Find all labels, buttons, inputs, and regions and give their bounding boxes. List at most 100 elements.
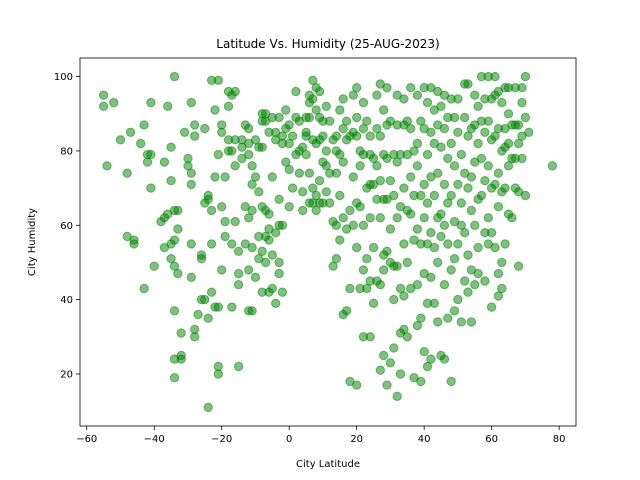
data-point xyxy=(379,105,389,115)
data-point xyxy=(463,183,473,193)
data-point xyxy=(220,231,230,242)
data-point xyxy=(287,183,298,193)
data-point xyxy=(422,97,433,108)
data-point xyxy=(497,283,507,294)
data-point xyxy=(449,112,460,123)
data-point xyxy=(426,127,436,138)
data-point xyxy=(217,265,227,275)
data-point xyxy=(146,183,156,193)
x-axis-label: City Latitude xyxy=(296,459,360,470)
data-point xyxy=(443,313,453,323)
data-point xyxy=(362,283,372,294)
data-point xyxy=(439,280,450,290)
data-point xyxy=(186,97,197,108)
data-point xyxy=(443,153,453,164)
data-point xyxy=(365,213,375,223)
data-point xyxy=(362,116,372,126)
data-point xyxy=(227,239,237,249)
data-point xyxy=(115,135,126,145)
data-point xyxy=(304,112,315,123)
data-point xyxy=(520,190,531,201)
data-point xyxy=(389,343,399,353)
data-point xyxy=(395,369,406,379)
data-point xyxy=(213,149,224,160)
data-point xyxy=(203,313,213,323)
x-tick-label: 20 xyxy=(350,434,363,445)
data-point xyxy=(321,187,331,197)
x-axis-ticks: −60 −40 −20 0 20 40 60 80 xyxy=(76,426,565,445)
data-point xyxy=(109,97,119,108)
data-point xyxy=(139,283,149,294)
data-point xyxy=(490,131,500,141)
data-point xyxy=(186,272,197,282)
data-point xyxy=(446,265,456,275)
data-point xyxy=(247,306,257,316)
data-point xyxy=(433,168,443,178)
data-point xyxy=(284,202,294,212)
data-point xyxy=(338,213,348,223)
data-point xyxy=(335,105,345,115)
data-point xyxy=(426,228,436,238)
data-point xyxy=(473,101,483,112)
data-point xyxy=(436,101,446,112)
data-point xyxy=(355,202,365,212)
data-point xyxy=(466,205,477,216)
data-point xyxy=(341,116,352,126)
data-point xyxy=(311,190,321,201)
data-point xyxy=(497,97,507,108)
data-point xyxy=(406,123,416,134)
data-point xyxy=(503,138,514,149)
data-point xyxy=(476,190,487,201)
data-point xyxy=(314,86,325,97)
data-point xyxy=(345,205,355,216)
data-point xyxy=(183,153,193,164)
data-point xyxy=(169,306,180,316)
data-point xyxy=(375,280,385,290)
data-point xyxy=(439,179,450,190)
data-point xyxy=(463,250,473,260)
y-tick-label: 60 xyxy=(60,221,73,232)
data-point xyxy=(453,94,463,104)
data-point xyxy=(392,391,402,401)
data-point xyxy=(186,239,197,249)
data-point xyxy=(453,127,463,138)
data-point xyxy=(368,242,379,253)
data-point xyxy=(179,127,190,138)
data-point xyxy=(453,294,463,305)
data-point xyxy=(460,228,470,238)
data-point xyxy=(460,112,470,123)
data-point xyxy=(513,120,524,130)
data-point xyxy=(335,190,345,201)
data-point xyxy=(301,149,311,160)
data-point xyxy=(274,112,284,123)
data-point xyxy=(348,220,358,231)
data-point xyxy=(503,109,514,119)
data-point xyxy=(308,94,318,104)
data-point xyxy=(294,168,304,178)
data-point xyxy=(466,317,477,327)
data-point xyxy=(358,97,369,108)
data-point xyxy=(416,376,426,387)
data-point xyxy=(271,298,281,308)
data-point xyxy=(348,172,358,182)
data-point xyxy=(139,120,149,130)
data-point xyxy=(321,101,331,112)
data-point xyxy=(446,138,456,149)
data-point xyxy=(281,105,291,115)
data-point xyxy=(311,105,321,115)
x-tick-label: 40 xyxy=(418,434,431,445)
data-point xyxy=(169,71,180,82)
plot-frame xyxy=(79,57,577,427)
data-point xyxy=(490,242,500,253)
data-point xyxy=(210,105,220,115)
data-point xyxy=(436,209,446,219)
data-point xyxy=(365,332,375,342)
data-point xyxy=(456,198,466,208)
data-point xyxy=(406,209,416,219)
data-point xyxy=(379,265,389,275)
data-point xyxy=(217,202,227,212)
data-point xyxy=(419,179,429,190)
data-point xyxy=(473,268,483,279)
data-point xyxy=(490,179,500,190)
data-point xyxy=(264,209,274,219)
